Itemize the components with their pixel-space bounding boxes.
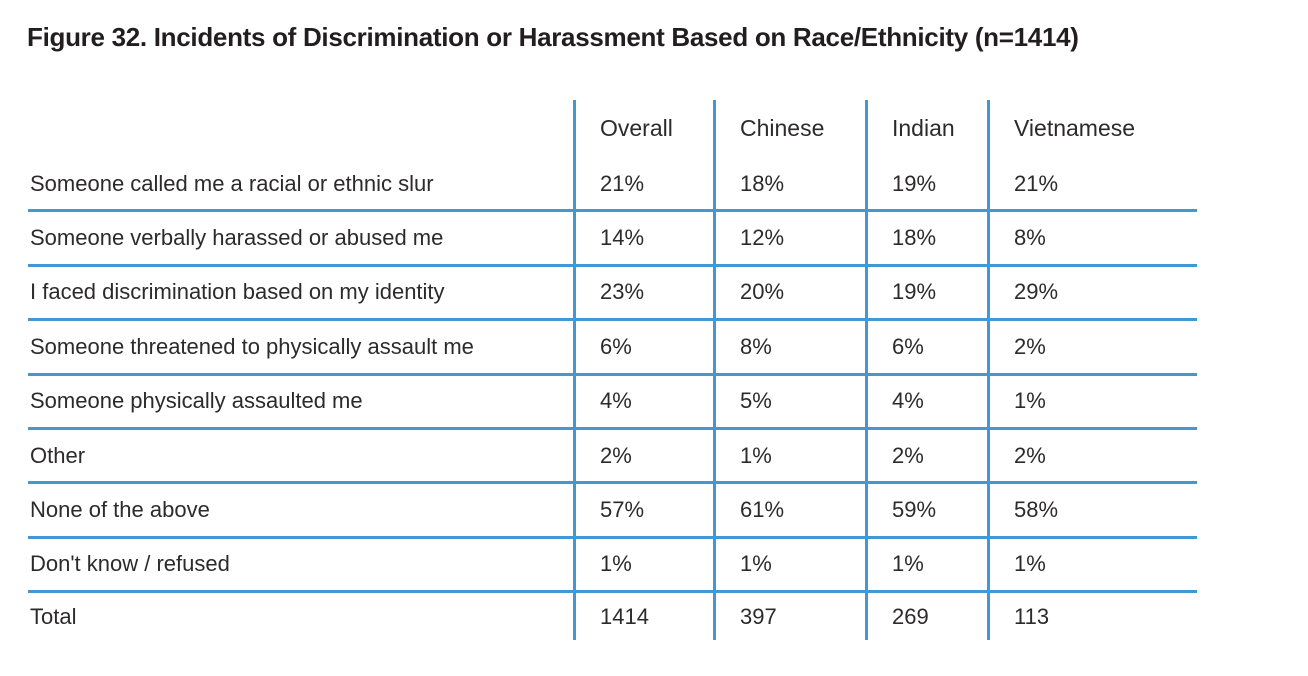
cell-value: 1% (713, 538, 865, 594)
data-table: Overall Chinese Indian Vietnamese Someone ca… (28, 100, 1197, 641)
row-label: Total (30, 603, 77, 629)
cell-value: 14% (573, 212, 713, 267)
cell-value: 59% (865, 484, 987, 539)
cell-value: 19% (865, 266, 987, 322)
row-label: None of the above (28, 484, 573, 539)
cell-value: 6% (573, 321, 713, 376)
row-label: I faced discrimination based on my ident… (28, 267, 573, 322)
cell-value: 12% (713, 212, 865, 267)
column-header-chinese: Chinese (713, 100, 865, 158)
cell-value: 1% (865, 538, 987, 594)
cell-value: 269 (865, 593, 987, 641)
cell-value: 21% (987, 158, 1197, 213)
cell-value: 6% (865, 321, 987, 376)
row-label: Someone physically assaulted me (28, 376, 573, 430)
cell-value: 2% (865, 429, 987, 485)
cell-value: 20% (713, 266, 865, 322)
row-label: Someone called me a racial or ethnic slu… (28, 158, 573, 213)
row-label: Someone threatened to physically assault… (28, 321, 573, 376)
header-spacer (28, 100, 573, 158)
cell-value: 58% (987, 484, 1197, 539)
column-header-overall: Overall (573, 100, 713, 158)
cell-value: 1% (987, 538, 1197, 594)
cell-value: 1% (713, 429, 865, 485)
column-header-indian: Indian (865, 100, 987, 158)
row-label: Don't know / refused (28, 539, 573, 594)
cell-value: 61% (713, 484, 865, 539)
column-header-vietnamese: Vietnamese (987, 100, 1197, 158)
cell-value: 4% (865, 375, 987, 430)
cell-value: 1% (987, 375, 1197, 430)
cell-value: 397 (713, 593, 865, 641)
cell-value: 113 (987, 593, 1197, 641)
cell-value: 8% (987, 212, 1197, 267)
cell-value: 29% (987, 266, 1197, 322)
cell-value: 18% (713, 158, 865, 213)
cell-value: 23% (573, 266, 713, 322)
cell-value: 4% (573, 375, 713, 430)
cell-value: 19% (865, 158, 987, 213)
figure-title: Figure 32. Incidents of Discrimination o… (27, 22, 1079, 52)
cell-value: 57% (573, 484, 713, 539)
cell-value: 8% (713, 321, 865, 376)
cell-value: 2% (987, 429, 1197, 485)
cell-value: 21% (573, 158, 713, 213)
cell-value: 18% (865, 212, 987, 267)
cell-value: 5% (713, 375, 865, 430)
cell-value: 1414 (573, 593, 713, 641)
cell-value: 2% (987, 321, 1197, 376)
cell-value: 1% (573, 538, 713, 594)
cell-value: 2% (573, 429, 713, 485)
row-label: Other (28, 430, 573, 485)
row-label: Someone verbally harassed or abused me (28, 212, 573, 267)
